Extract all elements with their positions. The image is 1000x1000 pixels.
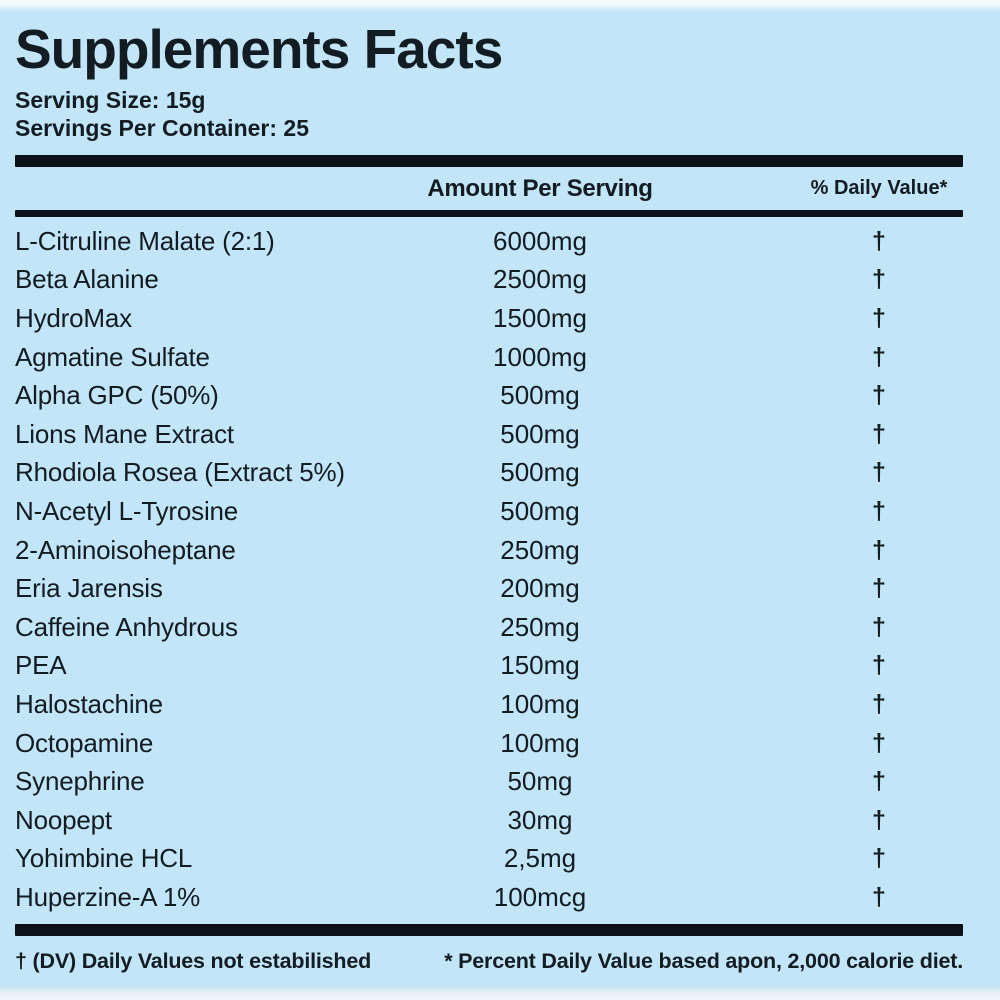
ingredient-name: Yohimbine HCL xyxy=(15,843,193,874)
ingredient-dv: † xyxy=(872,419,886,448)
footnotes: † (DV) Daily Values not estabilished * P… xyxy=(15,949,963,974)
ingredient-amount: 250mg xyxy=(500,534,580,565)
ingredient-amount: 100mg xyxy=(500,688,580,719)
ingredient-dv: † xyxy=(872,381,886,410)
label-top-edge xyxy=(0,0,1000,12)
ingredient-name: Caffeine Anhydrous xyxy=(15,611,238,642)
ingredient-name: N-Acetyl L-Tyrosine xyxy=(15,495,239,526)
table-row: N-Acetyl L-Tyrosine 500mg † xyxy=(15,492,963,531)
ingredient-amount: 500mg xyxy=(500,380,580,411)
table-row: Alpha GPC (50%) 500mg † xyxy=(15,376,963,415)
ingredient-name: Octopamine xyxy=(15,727,154,758)
ingredient-amount: 500mg xyxy=(500,495,580,526)
ingredient-dv: † xyxy=(872,458,886,487)
table-row: Agmatine Sulfate 1000mg † xyxy=(15,338,963,377)
serving-info: Serving Size: 15g Servings Per Container… xyxy=(15,87,963,142)
ingredient-dv: † xyxy=(872,226,886,255)
table-row: Eria Jarensis 200mg † xyxy=(15,569,963,608)
divider-thick-top xyxy=(15,155,963,167)
table-row: Octopamine 100mg † xyxy=(15,724,963,763)
ingredient-amount: 50mg xyxy=(507,766,573,797)
ingredient-name: L-Citruline Malate (2:1) xyxy=(15,225,275,256)
table-row: Beta Alanine 2500mg † xyxy=(15,261,963,300)
table-row: Noopept 30mg † xyxy=(15,801,963,840)
ingredient-name: Halostachine xyxy=(15,688,163,719)
ingredient-name: PEA xyxy=(15,650,67,681)
ingredient-name: Eria Jarensis xyxy=(15,573,163,604)
ingredient-amount: 1500mg xyxy=(493,302,587,333)
table-row: Halostachine 100mg † xyxy=(15,685,963,724)
ingredient-amount: 1000mg xyxy=(493,341,587,372)
ingredient-name: Noopept xyxy=(15,804,112,835)
table-row: HydroMax 1500mg † xyxy=(15,299,963,338)
ingredient-amount: 100mcg xyxy=(493,881,587,912)
ingredient-name: Synephrine xyxy=(15,766,145,797)
ingredient-dv: † xyxy=(872,303,886,332)
ingredient-name: Agmatine Sulfate xyxy=(15,341,210,372)
ingredient-dv: † xyxy=(872,496,886,525)
table-header-row: Amount Per Serving % Daily Value* xyxy=(15,167,963,210)
table-row: Caffeine Anhydrous 250mg † xyxy=(15,608,963,647)
ingredient-name: Lions Mane Extract xyxy=(15,418,234,449)
ingredient-amount: 2,5mg xyxy=(503,843,577,874)
ingredient-amount: 2500mg xyxy=(493,264,587,295)
ingredient-amount: 500mg xyxy=(500,457,580,488)
ingredient-dv: † xyxy=(872,265,886,294)
label-content: Supplements Facts Serving Size: 15g Serv… xyxy=(15,0,963,974)
ingredient-amount: 6000mg xyxy=(493,225,587,256)
ingredients-table: L-Citruline Malate (2:1) 6000mg † Beta A… xyxy=(15,222,963,917)
ingredient-amount: 250mg xyxy=(500,611,580,642)
ingredient-name: HydroMax xyxy=(15,302,132,333)
ingredient-amount: 30mg xyxy=(507,804,573,835)
ingredient-dv: † xyxy=(872,651,886,680)
footnote-daily-values: † (DV) Daily Values not estabilished xyxy=(15,948,372,973)
footnote-percent-dv: * Percent Daily Value based apon, 2,000 … xyxy=(444,948,963,973)
page-title: Supplements Facts xyxy=(15,18,503,80)
ingredient-name: Huperzine-A 1% xyxy=(15,881,201,912)
ingredient-name: 2-Aminoisoheptane xyxy=(15,534,236,565)
table-row: L-Citruline Malate (2:1) 6000mg † xyxy=(15,222,963,261)
ingredient-dv: † xyxy=(872,882,886,911)
ingredient-amount: 500mg xyxy=(500,418,580,449)
table-row: Lions Mane Extract 500mg † xyxy=(15,415,963,454)
table-row: PEA 150mg † xyxy=(15,647,963,686)
ingredient-dv: † xyxy=(872,767,886,796)
serving-size: Serving Size: 15g xyxy=(15,87,206,113)
ingredient-dv: † xyxy=(872,535,886,564)
divider-thick-bottom xyxy=(15,923,963,936)
servings-per-container: Servings Per Container: 25 xyxy=(15,114,309,141)
ingredient-dv: † xyxy=(872,728,886,757)
ingredient-amount: 150mg xyxy=(500,650,580,681)
ingredient-dv: † xyxy=(872,574,886,603)
column-header-amount: Amount Per Serving xyxy=(427,174,653,202)
table-row: Huperzine-A 1% 100mcg † xyxy=(15,878,963,917)
label-bottom-edge xyxy=(0,986,1000,1000)
ingredient-dv: † xyxy=(872,342,886,371)
table-row: 2-Aminoisoheptane 250mg † xyxy=(15,531,963,570)
ingredient-amount: 100mg xyxy=(500,727,580,758)
ingredient-dv: † xyxy=(872,612,886,641)
ingredient-dv: † xyxy=(872,805,886,834)
table-row: Yohimbine HCL 2,5mg † xyxy=(15,840,963,879)
ingredient-dv: † xyxy=(872,689,886,718)
ingredient-dv: † xyxy=(872,844,886,873)
divider-header xyxy=(15,210,963,217)
ingredient-name: Rhodiola Rosea (Extract 5%) xyxy=(15,457,345,488)
ingredient-name: Beta Alanine xyxy=(15,264,159,295)
ingredient-name: Alpha GPC (50%) xyxy=(15,380,219,411)
column-header-daily-value: % Daily Value* xyxy=(810,177,948,199)
ingredient-amount: 200mg xyxy=(500,573,580,604)
table-row: Rhodiola Rosea (Extract 5%) 500mg † xyxy=(15,454,963,493)
table-row: Synephrine 50mg † xyxy=(15,762,963,801)
